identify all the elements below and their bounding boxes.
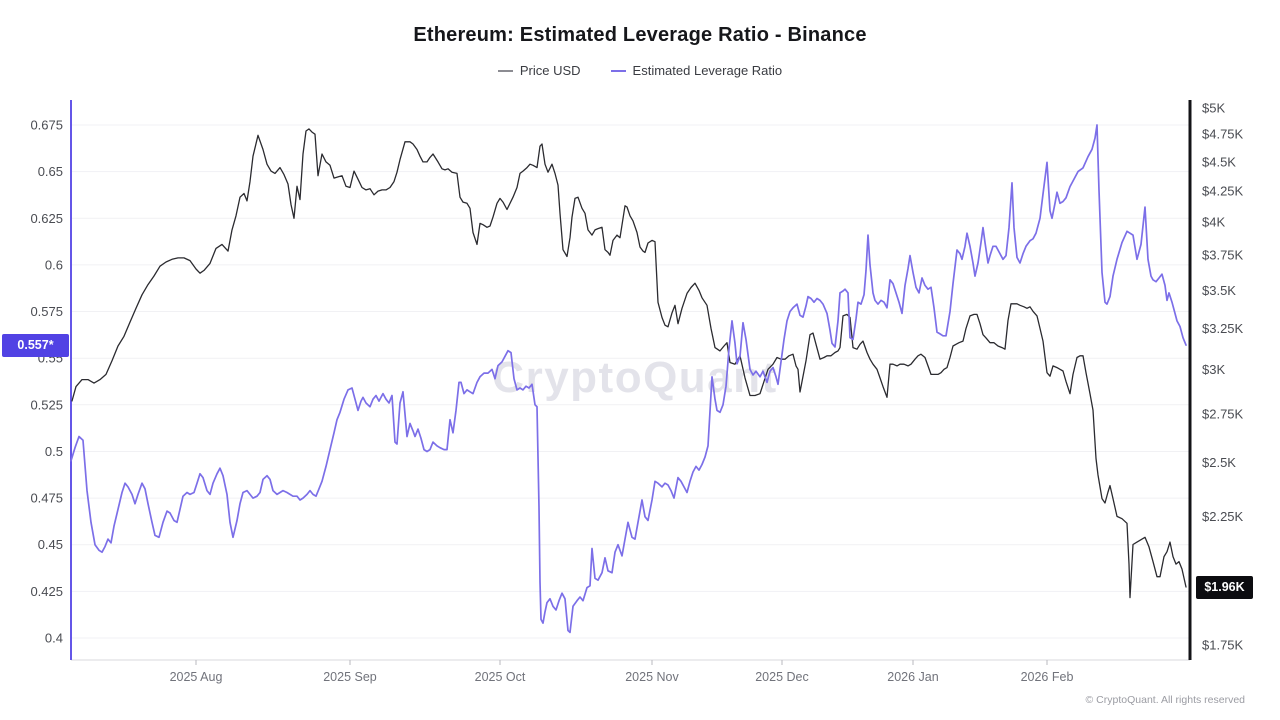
y-axis-left-label: 0.575 [30, 304, 63, 319]
y-axis-left-label: 0.625 [30, 211, 63, 226]
y-axis-right-label: $3.5K [1202, 283, 1236, 298]
x-tick-label: 2026 Feb [1021, 670, 1074, 684]
y-axis-right-label: $2.25K [1202, 509, 1244, 524]
y-axis-right-label: $4.75K [1202, 127, 1244, 142]
y-axis-right-label: $3.25K [1202, 321, 1244, 336]
y-axis-right-label: $3.75K [1202, 248, 1244, 263]
legend-swatch-price-icon [497, 69, 513, 72]
chart-title: Ethereum: Estimated Leverage Ratio - Bin… [413, 24, 867, 46]
x-tick-label: 2025 Aug [170, 670, 223, 684]
y-axis-right-label: $5K [1202, 101, 1225, 116]
y-axis-right-label: $3K [1202, 362, 1225, 377]
legend: Price USD Estimated Leverage Ratio [0, 63, 1280, 78]
legend-item-leverage[interactable]: Estimated Leverage Ratio [610, 63, 783, 78]
legend-swatch-leverage-icon [610, 69, 626, 72]
y-axis-left-label: 0.45 [38, 537, 63, 552]
legend-item-price[interactable]: Price USD [497, 63, 581, 78]
x-tick-label: 2025 Nov [625, 670, 679, 684]
y-axis-right-label: $2.5K [1202, 455, 1236, 470]
leverage-line [70, 124, 1187, 634]
y-axis-right-label: $4.25K [1202, 184, 1244, 199]
x-tick-label: 2026 Jan [887, 670, 938, 684]
y-axis-left-label: 0.525 [30, 397, 63, 412]
watermark: CryptoQuant [492, 353, 777, 402]
y-axis-left-label: 0.475 [30, 491, 63, 506]
price-current-badge: $1.96K [1196, 576, 1253, 599]
y-axis-left-label: 0.6 [45, 257, 63, 272]
y-axis-right-label: $4K [1202, 215, 1225, 230]
x-tick-label: 2025 Sep [323, 670, 377, 684]
y-axis-right-label: $2.75K [1202, 406, 1244, 421]
price-line [71, 128, 1187, 599]
y-axis-left-label: 0.4 [45, 631, 63, 646]
x-tick-label: 2025 Oct [475, 670, 526, 684]
y-axis-left-label: 0.425 [30, 584, 63, 599]
y-axis-left-label: 0.675 [30, 118, 63, 133]
leverage-current-badge: 0.557* [2, 334, 69, 357]
y-axis-left-label: 0.5 [45, 444, 63, 459]
y-axis-right-label: $1.75K [1202, 638, 1244, 653]
legend-label-leverage: Estimated Leverage Ratio [632, 63, 783, 78]
legend-label-price: Price USD [519, 63, 581, 78]
y-axis-left-label: 0.65 [38, 164, 63, 179]
copyright-notice: © CryptoQuant. All rights reserved [1085, 694, 1245, 706]
y-axis-right-label: $4.5K [1202, 154, 1236, 169]
x-tick-label: 2025 Dec [755, 670, 809, 684]
